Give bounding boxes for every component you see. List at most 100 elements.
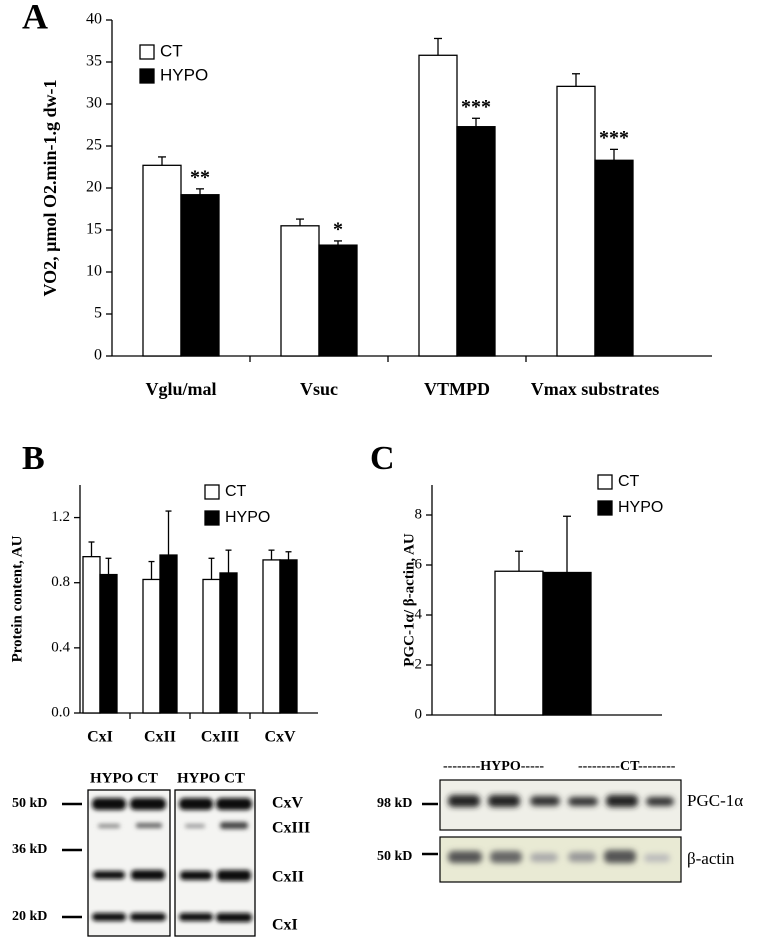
y-tick-label: 0 <box>94 347 102 364</box>
chart: C PGC-1α/ β-actin, AU 0 2 4 6 8 CT HYPO <box>370 440 663 723</box>
bar <box>318 244 358 357</box>
y-axis-label: PGC-1α/ β-actin, AU <box>401 533 417 667</box>
bar <box>99 573 118 714</box>
bar <box>280 225 320 357</box>
legend-swatch <box>204 484 220 500</box>
marker-label: 20 kD <box>12 909 47 924</box>
y-tick-label: 0 <box>415 706 423 722</box>
y-tick-label: 5 <box>94 305 102 322</box>
blot-c: --------HYPO----- ---------CT-------- 98… <box>377 759 743 883</box>
legend-label: CT <box>225 483 247 500</box>
bar <box>142 164 182 357</box>
y-tick-label: 4 <box>415 606 423 622</box>
error-bar <box>196 188 204 195</box>
y-tick-label: 20 <box>86 179 102 196</box>
band-label: CxII <box>272 869 304 886</box>
chart: A VO2, µmol O2.min-1.g dw-1 0 5 10 15 20 25 30 35… <box>22 0 712 399</box>
bar <box>142 578 161 714</box>
y-tick-label: 6 <box>415 556 423 572</box>
band-label: CxI <box>272 917 298 934</box>
group-label: ---------CT-------- <box>578 759 676 774</box>
marker-label: 50 kD <box>12 796 47 811</box>
y-tick-label: 0.8 <box>51 574 70 590</box>
y-tick-label: 0.0 <box>51 704 70 720</box>
legend-label: HYPO <box>160 65 208 84</box>
y-tick-label: 15 <box>86 221 102 238</box>
error-bar <box>88 541 95 557</box>
bar <box>180 194 220 357</box>
error-bar <box>225 549 232 573</box>
legend-swatch <box>204 510 220 526</box>
bar <box>262 559 281 714</box>
significance: *** <box>599 127 629 149</box>
panel-label: A <box>22 0 48 36</box>
significance: * <box>333 219 343 241</box>
band-label: CxV <box>272 795 304 812</box>
error-bar <box>158 156 166 166</box>
bar <box>456 126 496 357</box>
x-tick-label: Vglu/mal <box>145 379 216 399</box>
significance: *** <box>461 96 491 118</box>
y-tick-label: 2 <box>415 656 423 672</box>
error-bar <box>208 557 215 580</box>
blot-b: HYPO CT HYPO CT 50 kD 36 kD 20 kD CxV Cx… <box>12 770 310 937</box>
blot-bands <box>448 795 674 863</box>
blot-panel <box>174 789 256 937</box>
marker-label: 50 kD <box>377 849 412 864</box>
lane-label: HYPO CT <box>90 770 158 786</box>
error-bar <box>334 240 342 246</box>
significance: ** <box>190 166 210 188</box>
error-bar <box>268 549 275 560</box>
x-tick-label: Vsuc <box>300 379 338 399</box>
x-tick-label: CxV <box>264 729 296 746</box>
error-bar <box>165 510 172 556</box>
bar <box>202 578 221 714</box>
error-bar <box>105 557 112 575</box>
y-tick-label: 10 <box>86 263 102 280</box>
y-tick-label: 35 <box>86 53 102 70</box>
x-tick-label: CxIII <box>201 729 239 746</box>
error-bar <box>285 551 292 560</box>
y-tick-label: 25 <box>86 137 102 154</box>
x-tick-label: CxI <box>87 729 113 746</box>
y-tick-label: 40 <box>86 11 102 28</box>
bar <box>494 570 544 716</box>
bar <box>542 571 592 716</box>
error-bar <box>148 560 155 580</box>
panel-label: B <box>22 440 45 477</box>
y-axis-label: Protein content, AU <box>9 535 25 662</box>
bar <box>159 554 178 714</box>
blot-panel <box>87 789 171 937</box>
bar <box>556 85 596 357</box>
error-bar <box>472 117 480 127</box>
band-label: PGC-1α <box>687 791 743 810</box>
y-tick-label: 30 <box>86 95 102 112</box>
legend-swatch <box>597 474 613 490</box>
legend-label: CT <box>160 41 183 60</box>
x-tick-label: VTMPD <box>424 379 490 399</box>
bar <box>418 54 458 357</box>
band-label: β-actin <box>687 849 735 868</box>
panel-label: C <box>370 440 395 477</box>
x-tick-label: Vmax substrates <box>531 379 660 399</box>
y-axis-label: VO2, µmol O2.min-1.g dw-1 <box>40 79 60 296</box>
marker-label: 36 kD <box>12 842 47 857</box>
legend-swatch <box>139 68 155 84</box>
group-label: --------HYPO----- <box>443 759 544 774</box>
legend-swatch <box>139 44 155 60</box>
bar <box>279 559 298 714</box>
error-bar <box>296 218 304 226</box>
error-bar <box>515 550 523 572</box>
chart: B Protein content, AU 0.0 0.4 0.8 1.2 CxI CxII C… <box>9 440 318 746</box>
marker-label: 98 kD <box>377 796 412 811</box>
error-bar <box>610 148 618 161</box>
y-tick-label: 0.4 <box>51 639 70 655</box>
bar <box>82 556 101 714</box>
error-bar <box>563 515 571 573</box>
error-bar <box>434 37 442 56</box>
legend-label: HYPO <box>225 509 270 526</box>
y-tick-label: 8 <box>415 506 423 522</box>
legend-label: CT <box>618 473 640 490</box>
band-label: CxIII <box>272 820 310 837</box>
